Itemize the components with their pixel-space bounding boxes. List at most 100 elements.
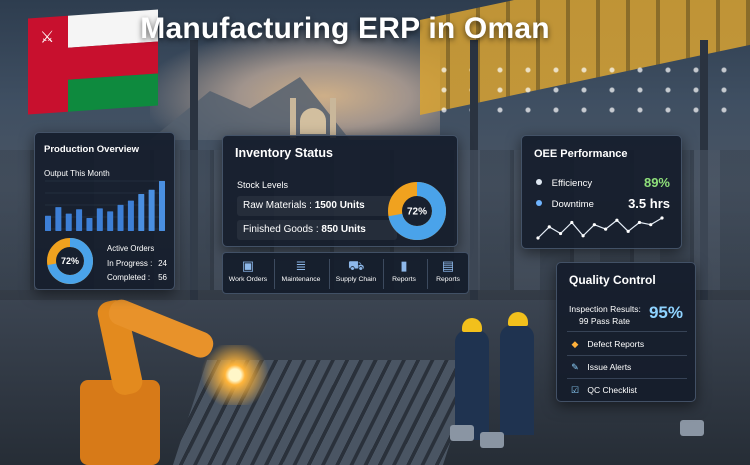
output-bar: [127, 200, 134, 231]
output-bar: [86, 217, 93, 231]
trend-point: [570, 220, 574, 225]
trend-point: [536, 236, 540, 240]
downtime-row: Downtime 3.5 hrs: [536, 196, 670, 211]
inspection-label: Inspection Results:: [569, 304, 641, 314]
trend-point: [660, 216, 664, 220]
mosque-dome: [300, 108, 326, 134]
ceiling-lights: [430, 60, 730, 120]
bar-chart-icon: ▮: [400, 258, 408, 273]
trend-point: [547, 225, 551, 229]
trend-point: [558, 231, 563, 236]
reports-label: Reports: [392, 276, 416, 283]
donut-segment: [47, 238, 93, 284]
raw-materials-label: Raw Materials :: [243, 200, 312, 211]
warning-icon: ◆: [571, 339, 579, 349]
donut-label: 72%: [407, 206, 427, 217]
reports-document-button[interactable]: ▤ Reports: [427, 256, 469, 292]
defect-reports-label: Defect Reports: [587, 339, 645, 349]
truck-icon: ⛟: [348, 258, 365, 273]
trend-line: [537, 217, 663, 239]
page-title: Manufacturing ERP in Oman: [140, 12, 550, 45]
output-bar: [117, 204, 124, 231]
raw-materials-row: Raw Materials : 1500 Units: [237, 196, 397, 216]
module-toolbar: ▣ Work Orders ≣ Maintenance ⛟ Supply Cha…: [222, 252, 469, 294]
minaret-right: [330, 98, 336, 138]
worker-figure: [455, 330, 489, 440]
trend-point: [592, 223, 596, 227]
inventory-donut-chart: 72%: [388, 182, 446, 240]
orders-donut-chart: 72%: [47, 238, 93, 284]
qc-checklist-label: QC Checklist: [587, 385, 637, 395]
output-bar: [65, 213, 72, 231]
checkbox-icon: ☑: [570, 385, 580, 395]
output-bar: [107, 211, 114, 231]
khanjar-emblem-icon: ⚔: [40, 28, 55, 47]
maintenance-button[interactable]: ≣ Maintenance: [276, 256, 326, 292]
document-icon: ▤: [441, 258, 455, 273]
work-orders-button[interactable]: ▣ Work Orders: [225, 256, 271, 292]
efficiency-value: 89%: [643, 175, 670, 190]
issue-alerts-label: Issue Alerts: [587, 362, 632, 372]
raw-materials-value: 1500 Units: [314, 200, 365, 211]
finished-goods-value: 850 Units: [321, 224, 366, 235]
in-progress-value: 24: [158, 259, 167, 268]
trend-point: [604, 227, 608, 231]
hard-hat-icon: [508, 312, 528, 326]
work-orders-label: Work Orders: [228, 276, 268, 283]
stock-levels-subtitle: Stock Levels: [237, 180, 289, 190]
inventory-title: Inventory Status: [235, 146, 333, 160]
efficiency-row: Efficiency 89%: [536, 175, 670, 190]
production-overview-panel[interactable]: Production Overview Output This Month 72…: [34, 132, 175, 290]
supply-chain-label: Supply Chain: [335, 276, 377, 283]
donut-segment: [388, 182, 446, 240]
downtime-label: Downtime: [551, 199, 594, 210]
output-bar: [138, 194, 145, 231]
production-title: Production Overview: [44, 144, 140, 155]
inspection-sub: 99 Pass Rate: [579, 316, 631, 326]
bullet-icon: [536, 179, 542, 185]
output-bar: [96, 208, 103, 231]
output-bar: [76, 209, 83, 231]
worker-figure: [500, 325, 534, 435]
finished-goods-label: Finished Goods :: [243, 224, 319, 235]
output-bar-chart: [45, 180, 165, 231]
trend-point: [581, 234, 585, 238]
bullet-icon: [536, 200, 542, 206]
reports-document-label: Reports: [436, 276, 460, 283]
reports-chart-button[interactable]: ▮ Reports: [383, 256, 425, 292]
clipboard-icon: ▣: [241, 258, 255, 273]
finished-goods-row: Finished Goods : 850 Units: [237, 220, 397, 240]
completed-label: Completed :: [107, 273, 151, 282]
minaret-left: [290, 98, 296, 138]
hard-hat-icon: [462, 318, 482, 332]
downtime-value: 3.5 hrs: [628, 196, 670, 211]
machine-part: [680, 420, 704, 436]
server-icon: ≣: [295, 258, 307, 273]
in-progress-row: In Progress : 24: [107, 259, 167, 268]
oee-title: OEE Performance: [534, 148, 628, 160]
inspection-value: 95%: [648, 303, 683, 322]
inventory-status-panel[interactable]: Inventory Status Stock Levels Raw Materi…: [222, 135, 458, 247]
issue-alerts-item[interactable]: ✎ Issue Alerts: [569, 362, 631, 373]
machine-part: [450, 425, 474, 441]
donut-label: 72%: [61, 256, 79, 266]
output-bar: [148, 189, 155, 231]
completed-row: Completed : 56: [107, 273, 167, 282]
quality-control-panel[interactable]: Quality Control Inspection Results: 99 P…: [556, 262, 696, 402]
supply-chain-button[interactable]: ⛟ Supply Chain: [331, 256, 381, 292]
output-bar: [159, 181, 165, 231]
maintenance-label: Maintenance: [281, 276, 321, 283]
trend-point: [615, 218, 619, 222]
output-bar: [45, 215, 51, 231]
oee-performance-panel[interactable]: OEE Performance Efficiency 89% Downtime …: [521, 135, 682, 249]
defect-reports-item[interactable]: ◆ Defect Reports: [569, 339, 645, 350]
output-bar: [55, 207, 62, 231]
oee-trend-line: [536, 216, 664, 240]
welding-sparks: [200, 345, 270, 405]
completed-value: 56: [158, 273, 167, 282]
trend-point: [649, 223, 653, 227]
trend-point: [637, 220, 642, 225]
qc-checklist-item[interactable]: ☑ QC Checklist: [569, 385, 637, 396]
machine-part: [480, 432, 504, 448]
quality-title: Quality Control: [569, 273, 656, 287]
